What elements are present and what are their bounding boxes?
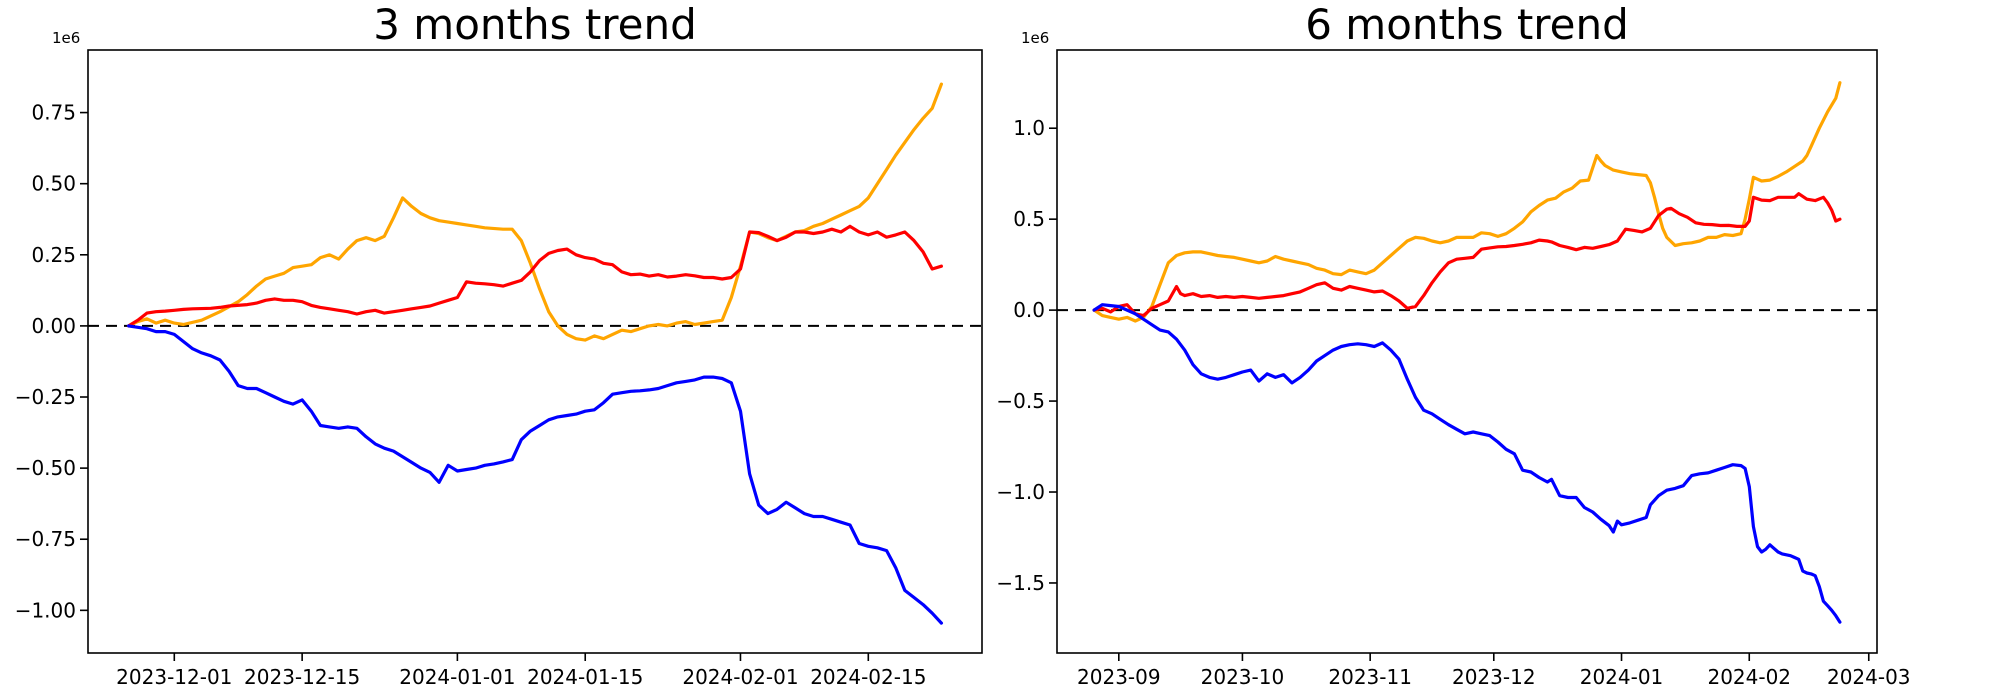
y-tick-label: −1.0 — [996, 480, 1045, 504]
x-tick-label: 2023-09 — [1077, 665, 1161, 689]
y-tick-label: −0.50 — [15, 456, 76, 480]
x-tick-label: 2023-12 — [1452, 665, 1536, 689]
y-tick-label: −0.5 — [996, 389, 1045, 413]
axes-border — [1056, 49, 1878, 654]
x-tick-label: 2023-12-01 — [116, 665, 232, 689]
x-tick-label: 2023-11 — [1328, 665, 1412, 689]
series-line-orange — [127, 82, 944, 342]
y-tick-label: 0.5 — [1013, 207, 1045, 231]
x-tick-label: 2024-02-01 — [682, 665, 798, 689]
chart-title-3-months: 3 months trend — [373, 0, 697, 49]
series-line-blue — [127, 324, 944, 625]
x-tick-label: 2024-03 — [1827, 665, 1911, 689]
series-line-red — [127, 224, 944, 328]
x-tick-label: 2024-02-15 — [810, 665, 926, 689]
x-tick-label: 2023-12-15 — [244, 665, 360, 689]
y-tick-label: −1.5 — [996, 571, 1045, 595]
series-line-blue — [1092, 303, 1842, 624]
series-line-orange — [1092, 81, 1842, 323]
y-tick-label: 0.25 — [31, 243, 76, 267]
y-tick-label: 1.0 — [1013, 116, 1045, 140]
series-line-red — [1092, 192, 1842, 318]
x-tick-label: 2023-10 — [1201, 665, 1285, 689]
y-tick-label: −0.25 — [15, 385, 76, 409]
y-tick-label: 0.75 — [31, 101, 76, 125]
x-tick-label: 2024-01 — [1580, 665, 1664, 689]
y-tick-label: 0.50 — [31, 172, 76, 196]
y-tick-label: −0.75 — [15, 527, 76, 551]
y-tick-label: −1.00 — [15, 598, 76, 622]
y-tick-label: 0.00 — [31, 314, 76, 338]
y-axis-offset-label-right: 1e6 — [1021, 29, 1050, 47]
x-tick-label: 2024-02 — [1707, 665, 1791, 689]
x-tick-label: 2024-01-15 — [527, 665, 643, 689]
x-tick-label: 2024-01-01 — [399, 665, 515, 689]
chart-title-6-months: 6 months trend — [1305, 0, 1629, 49]
y-tick-label: 0.0 — [1013, 298, 1045, 322]
axes-border — [87, 49, 983, 654]
y-axis-offset-label-left: 1e6 — [52, 29, 81, 47]
